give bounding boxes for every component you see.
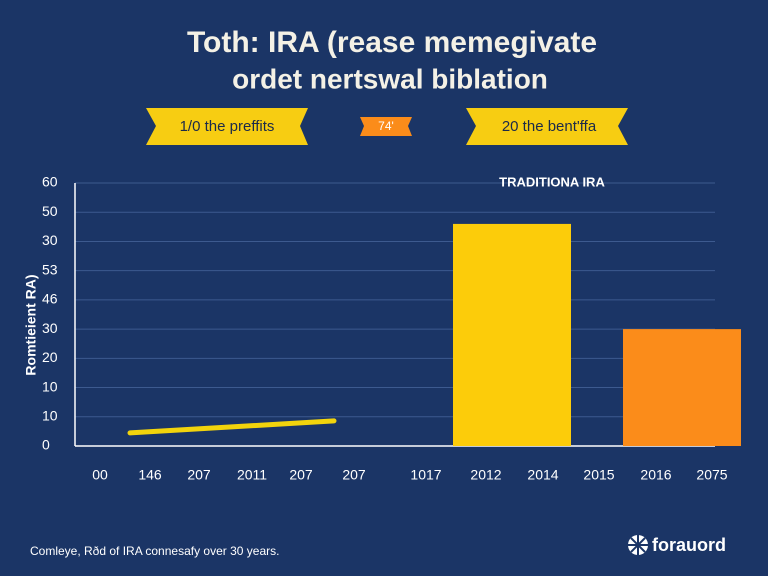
x-tick-label: 2075 (696, 467, 727, 483)
x-tick-label: 207 (342, 467, 366, 483)
x-tick-label: 1017 (410, 467, 441, 483)
bar (453, 223, 571, 446)
chart-subtitle: ordet nertswal biblation (232, 63, 548, 94)
banner-text: 20 the bent'ffa (502, 118, 597, 135)
line (127, 418, 337, 436)
legend-label: TRADITIONA IRA (499, 174, 605, 189)
x-tick-label: 146 (138, 467, 162, 483)
y-tick-label: 30 (42, 320, 58, 336)
x-tick-label: 2012 (470, 467, 501, 483)
y-tick-label: 50 (42, 203, 58, 219)
x-tick-label: 207 (187, 467, 211, 483)
bar (623, 329, 741, 446)
y-tick-label: 10 (42, 378, 58, 394)
x-tick-label: 207 (289, 467, 313, 483)
y-tick-label: 0 (42, 437, 50, 453)
footnote: Comleye, Rðd of IRA connesafy over 30 ye… (30, 544, 279, 558)
banner (146, 108, 308, 145)
brand: forauord (652, 535, 726, 555)
y-tick-label: 10 (42, 407, 58, 423)
y-tick-label: 30 (42, 232, 58, 248)
banner-text: 74' (378, 119, 394, 133)
banner (360, 117, 412, 136)
banner-text: 1/0 the preffits (180, 118, 275, 135)
y-axis-label: Romtieient RA) (23, 274, 39, 375)
brand-icon (628, 535, 648, 555)
banner (466, 108, 628, 145)
x-tick-label: 2011 (237, 467, 267, 483)
x-tick-label: 2015 (583, 467, 614, 483)
x-tick-label: 2016 (640, 467, 671, 483)
y-tick-label: 53 (42, 261, 58, 277)
x-tick-label: 2014 (527, 467, 558, 483)
y-tick-label: 20 (42, 349, 58, 365)
y-tick-label: 46 (42, 291, 58, 307)
chart-title: Toth: IRA (rease memegivate (187, 26, 597, 59)
y-tick-label: 60 (42, 174, 58, 190)
x-tick-label: 00 (92, 467, 108, 483)
